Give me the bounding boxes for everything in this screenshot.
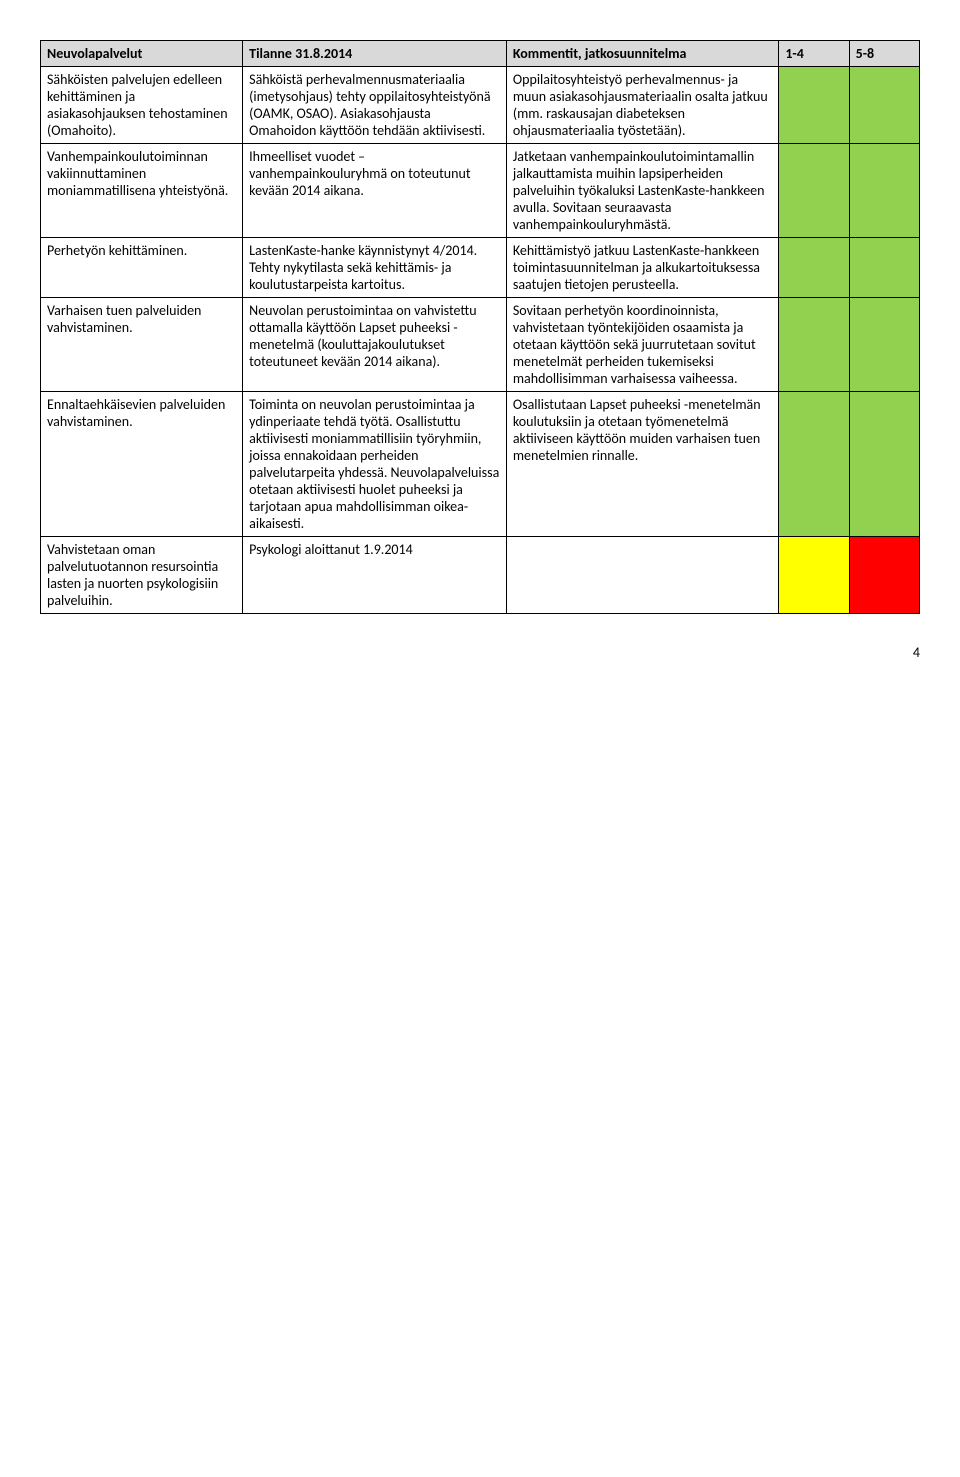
- row-status: LastenKaste-hanke käynnistynyt 4/2014. T…: [243, 238, 507, 298]
- table-row: Perhetyön kehittäminen.LastenKaste-hanke…: [41, 238, 920, 298]
- row-rating-5-8: [849, 238, 919, 298]
- row-topic: Vanhempainkoulutoiminnan vakiinnuttamine…: [41, 144, 243, 238]
- row-comments: Jatketaan vanhempainkoulutoimintamallin …: [506, 144, 778, 238]
- header-col3: Kommentit, jatkosuunnitelma: [506, 41, 778, 67]
- neuvolapalvelut-table: Neuvolapalvelut Tilanne 31.8.2014 Kommen…: [40, 40, 920, 614]
- row-status: Psykologi aloittanut 1.9.2014: [243, 537, 507, 614]
- row-comments: [506, 537, 778, 614]
- table-body: Sähköisten palvelujen edelleen kehittämi…: [41, 67, 920, 614]
- row-rating-1-4: [779, 144, 849, 238]
- row-comments: Sovitaan perhetyön koordinoinnista, vahv…: [506, 298, 778, 392]
- row-rating-5-8: [849, 67, 919, 144]
- row-comments: Oppilaitosyhteistyö perhevalmennus- ja m…: [506, 67, 778, 144]
- table-row: Sähköisten palvelujen edelleen kehittämi…: [41, 67, 920, 144]
- header-col1: Neuvolapalvelut: [41, 41, 243, 67]
- row-rating-1-4: [779, 67, 849, 144]
- table-row: Varhaisen tuen palveluiden vahvistaminen…: [41, 298, 920, 392]
- table-row: Vahvistetaan oman palvelutuotannon resur…: [41, 537, 920, 614]
- row-topic: Ennaltaehkäisevien palveluiden vahvistam…: [41, 392, 243, 537]
- row-status: Toiminta on neuvolan perustoimintaa ja y…: [243, 392, 507, 537]
- header-col5: 5-8: [849, 41, 919, 67]
- row-rating-5-8: [849, 298, 919, 392]
- row-rating-1-4: [779, 392, 849, 537]
- row-status: Ihmeelliset vuodet –vanhempainkouluryhmä…: [243, 144, 507, 238]
- row-comments: Kehittämistyö jatkuu LastenKaste-hankkee…: [506, 238, 778, 298]
- row-topic: Perhetyön kehittäminen.: [41, 238, 243, 298]
- row-rating-5-8: [849, 144, 919, 238]
- table-row: Ennaltaehkäisevien palveluiden vahvistam…: [41, 392, 920, 537]
- table-row: Vanhempainkoulutoiminnan vakiinnuttamine…: [41, 144, 920, 238]
- row-rating-1-4: [779, 298, 849, 392]
- row-rating-5-8: [849, 392, 919, 537]
- header-col2: Tilanne 31.8.2014: [243, 41, 507, 67]
- row-status: Neuvolan perustoimintaa on vahvistettu o…: [243, 298, 507, 392]
- row-comments: Osallistutaan Lapset puheeksi -menetelmä…: [506, 392, 778, 537]
- row-rating-1-4: [779, 537, 849, 614]
- header-col4: 1-4: [779, 41, 849, 67]
- row-topic: Varhaisen tuen palveluiden vahvistaminen…: [41, 298, 243, 392]
- row-topic: Sähköisten palvelujen edelleen kehittämi…: [41, 67, 243, 144]
- row-status: Sähköistä perhevalmennusmateriaalia (ime…: [243, 67, 507, 144]
- row-rating-1-4: [779, 238, 849, 298]
- row-rating-5-8: [849, 537, 919, 614]
- row-topic: Vahvistetaan oman palvelutuotannon resur…: [41, 537, 243, 614]
- page-number: 4: [40, 644, 920, 661]
- table-header-row: Neuvolapalvelut Tilanne 31.8.2014 Kommen…: [41, 41, 920, 67]
